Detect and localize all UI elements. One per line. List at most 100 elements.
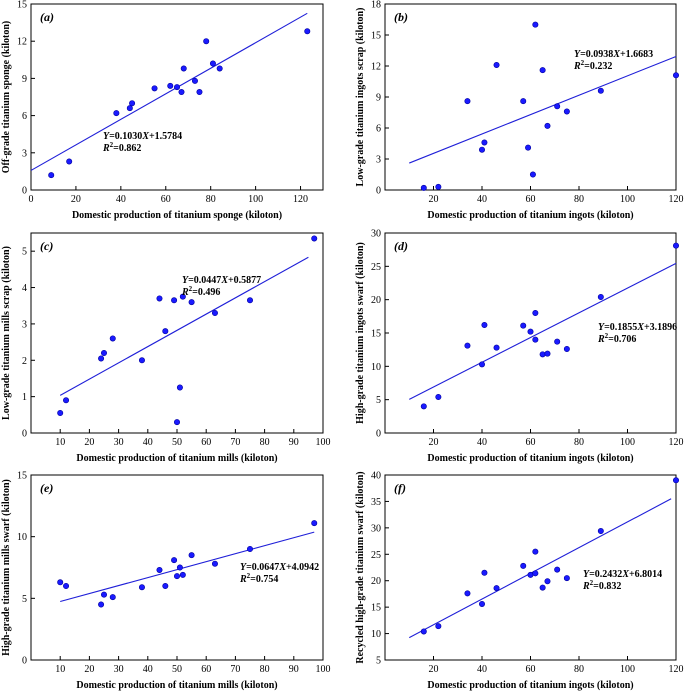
- data-point: [563, 108, 570, 115]
- data-point: [597, 293, 604, 300]
- data-point: [66, 158, 73, 165]
- panel-label: (b): [394, 10, 408, 24]
- data-point: [464, 98, 471, 105]
- x-tick-label: 30: [114, 437, 124, 448]
- data-point: [138, 584, 145, 591]
- data-point: [493, 344, 500, 351]
- y-tick-label: 6: [22, 111, 27, 122]
- plot-frame: [30, 3, 324, 191]
- regression-equation: Y=0.0447X+0.5877: [182, 275, 261, 286]
- chart-panel-e: 10 20 30 40 50 60 70 80 90 100 0 5 10 15 Domestic prod…: [1, 471, 331, 691]
- x-tick-label: 70: [230, 664, 240, 675]
- data-point: [527, 328, 534, 335]
- data-point: [563, 575, 570, 582]
- data-point: [162, 582, 169, 589]
- chart-panel-d: 20 40 60 80 100 120 0 5 10 15 20 25 30 Domestic produ…: [355, 229, 684, 465]
- x-tick-label: 80: [574, 437, 584, 448]
- r-squared-label: R2=0.496: [181, 285, 220, 298]
- data-point: [597, 528, 604, 535]
- regression-line: [60, 531, 315, 603]
- plot-frame: [384, 474, 677, 661]
- data-point: [481, 139, 488, 146]
- data-point: [176, 564, 183, 571]
- x-axis-label: Domestic production of titanium sponge (…: [72, 210, 282, 221]
- y-tick-label: 0: [376, 186, 381, 197]
- y-axis-label: High-grade titanium mills swarf (kiloton…: [1, 479, 12, 656]
- regression-line: [409, 262, 677, 400]
- y-tick-label: 0: [376, 429, 381, 440]
- data-point: [478, 361, 485, 368]
- x-tick-label: 100: [248, 194, 263, 205]
- x-tick-label: 80: [574, 194, 584, 205]
- data-point: [57, 579, 64, 586]
- data-point: [156, 566, 163, 573]
- x-axis-label: Domestic production of titanium ingots (…: [427, 680, 633, 691]
- data-point: [544, 350, 551, 357]
- data-point: [520, 98, 527, 105]
- x-tick-label: 60: [526, 664, 536, 675]
- data-point: [544, 578, 551, 585]
- y-axis-label: Low-grade titanium ingots scrap (kiloton…: [355, 8, 366, 187]
- data-point: [520, 322, 527, 329]
- x-tick-label: 30: [114, 664, 124, 675]
- data-point: [109, 335, 116, 342]
- r-squared-label: R2=0.754: [239, 572, 278, 585]
- y-tick-label: 5: [376, 395, 381, 406]
- y-tick-label: 25: [371, 262, 381, 273]
- y-tick-label: 1: [22, 392, 27, 403]
- regression-equation: Y=0.1030X+1.5784: [103, 131, 182, 142]
- data-point: [209, 60, 216, 67]
- x-tick-label: 100: [316, 437, 331, 448]
- data-point: [304, 28, 311, 35]
- x-axis-label: Domestic production of titanium ingots (…: [427, 210, 633, 221]
- data-point: [247, 297, 254, 304]
- x-tick-label: 0: [29, 194, 34, 205]
- y-tick-label: 4: [22, 283, 27, 294]
- data-point: [481, 321, 488, 328]
- x-tick-label: 120: [293, 194, 308, 205]
- data-point: [525, 144, 532, 151]
- x-tick-label: 10: [55, 437, 65, 448]
- y-axis-label: High-grade titanium ingots swarf (kiloto…: [355, 242, 366, 424]
- panel-label: (d): [394, 239, 408, 253]
- y-tick-label: 15: [371, 603, 381, 614]
- data-point: [63, 582, 70, 589]
- x-axis-label: Domestic production of titanium mills (k…: [76, 680, 277, 691]
- x-tick-label: 50: [172, 437, 182, 448]
- data-point: [532, 21, 539, 28]
- data-point: [151, 85, 158, 92]
- x-tick-label: 40: [477, 437, 487, 448]
- y-tick-label: 15: [371, 31, 381, 42]
- data-point: [539, 351, 546, 358]
- data-point: [156, 295, 163, 302]
- data-point: [544, 122, 551, 129]
- data-point: [180, 65, 187, 72]
- x-tick-label: 90: [289, 664, 299, 675]
- data-point: [167, 82, 174, 89]
- data-point: [532, 336, 539, 343]
- y-tick-label: 10: [17, 532, 27, 543]
- y-tick-label: 0: [22, 429, 27, 440]
- y-tick-label: 15: [371, 329, 381, 340]
- panel-label: (f): [394, 481, 406, 495]
- x-tick-label: 50: [172, 664, 182, 675]
- x-tick-label: 20: [84, 437, 94, 448]
- data-point: [435, 623, 442, 630]
- x-tick-label: 40: [477, 664, 487, 675]
- x-tick-label: 20: [429, 194, 439, 205]
- y-tick-label: 3: [376, 155, 381, 166]
- data-point: [179, 293, 186, 300]
- data-point: [493, 585, 500, 592]
- data-point: [113, 110, 120, 117]
- data-point: [529, 171, 536, 178]
- data-point: [48, 172, 55, 179]
- regression-equation: Y=0.2432X+6.8014: [583, 569, 662, 580]
- x-tick-label: 80: [260, 664, 270, 675]
- x-tick-label: 120: [669, 664, 684, 675]
- data-point: [672, 477, 679, 484]
- y-tick-label: 30: [371, 229, 381, 240]
- data-point: [464, 342, 471, 349]
- data-point: [563, 345, 570, 352]
- y-tick-label: 15: [17, 0, 27, 11]
